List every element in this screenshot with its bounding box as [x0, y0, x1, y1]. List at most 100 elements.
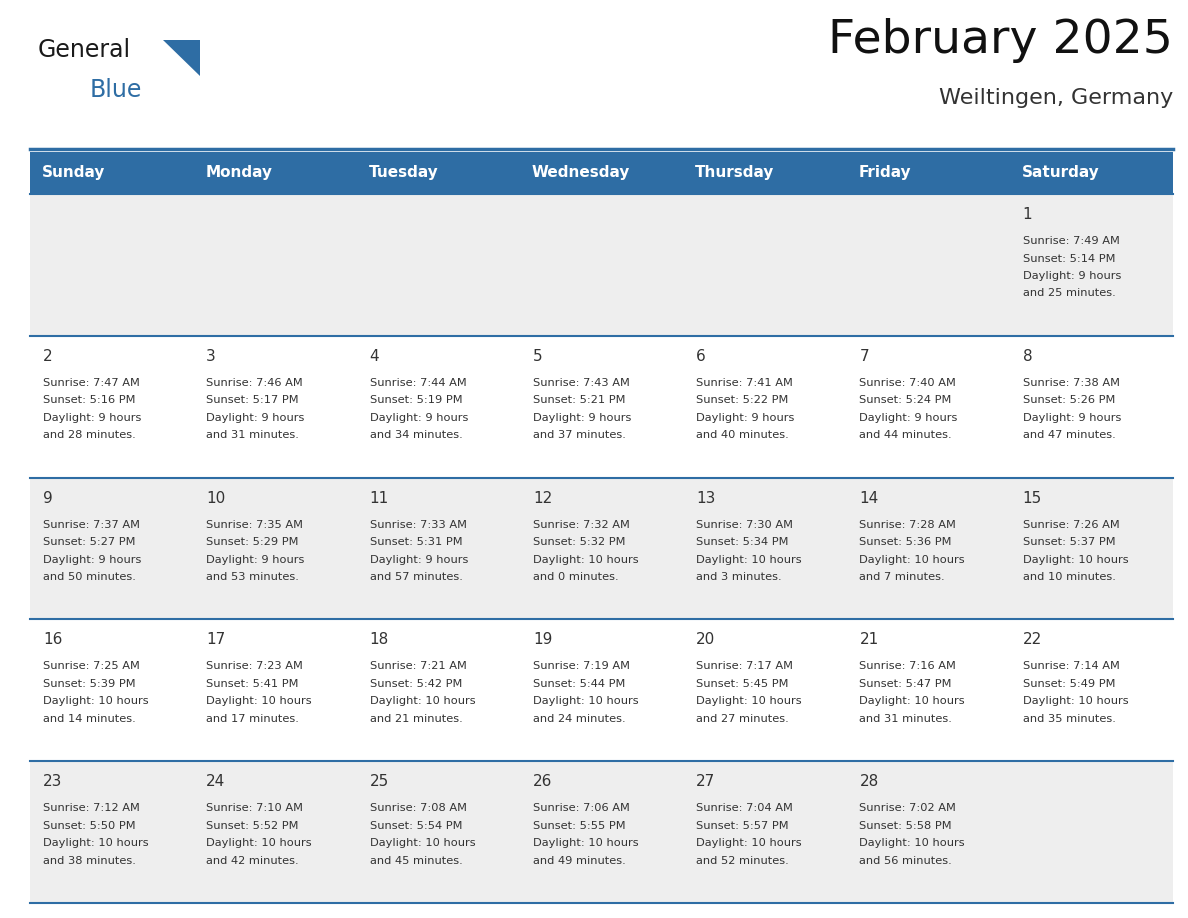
Text: Sunrise: 7:02 AM: Sunrise: 7:02 AM: [859, 803, 956, 813]
Text: Sunset: 5:49 PM: Sunset: 5:49 PM: [1023, 679, 1116, 688]
Text: Daylight: 10 hours: Daylight: 10 hours: [533, 554, 638, 565]
Text: 5: 5: [533, 349, 543, 364]
Text: Sunrise: 7:37 AM: Sunrise: 7:37 AM: [43, 520, 140, 530]
Text: Sunset: 5:14 PM: Sunset: 5:14 PM: [1023, 253, 1116, 263]
Text: and 49 minutes.: and 49 minutes.: [533, 856, 626, 866]
Text: Sunrise: 7:04 AM: Sunrise: 7:04 AM: [696, 803, 794, 813]
Text: Daylight: 10 hours: Daylight: 10 hours: [1023, 554, 1129, 565]
Text: Sunset: 5:50 PM: Sunset: 5:50 PM: [43, 821, 135, 831]
Text: Sunrise: 7:49 AM: Sunrise: 7:49 AM: [1023, 236, 1119, 246]
Text: Daylight: 9 hours: Daylight: 9 hours: [207, 554, 304, 565]
Text: February 2025: February 2025: [828, 18, 1173, 63]
Text: Sunrise: 7:38 AM: Sunrise: 7:38 AM: [1023, 378, 1120, 387]
Text: Sunset: 5:31 PM: Sunset: 5:31 PM: [369, 537, 462, 547]
Text: and 21 minutes.: and 21 minutes.: [369, 714, 462, 724]
Text: 8: 8: [1023, 349, 1032, 364]
Text: Daylight: 9 hours: Daylight: 9 hours: [859, 413, 958, 423]
Text: Daylight: 10 hours: Daylight: 10 hours: [696, 554, 802, 565]
Text: Friday: Friday: [859, 165, 911, 181]
Bar: [30, 194, 1173, 336]
Text: 22: 22: [1023, 633, 1042, 647]
Text: and 24 minutes.: and 24 minutes.: [533, 714, 626, 724]
Text: Sunrise: 7:46 AM: Sunrise: 7:46 AM: [207, 378, 303, 387]
Text: Sunset: 5:44 PM: Sunset: 5:44 PM: [533, 679, 625, 688]
Text: 23: 23: [43, 774, 63, 789]
Text: Thursday: Thursday: [695, 165, 775, 181]
Text: Weiltingen, Germany: Weiltingen, Germany: [939, 88, 1173, 108]
Text: 10: 10: [207, 490, 226, 506]
Text: Sunset: 5:21 PM: Sunset: 5:21 PM: [533, 396, 625, 406]
Text: Sunset: 5:17 PM: Sunset: 5:17 PM: [207, 396, 299, 406]
Text: Sunrise: 7:25 AM: Sunrise: 7:25 AM: [43, 661, 140, 671]
Text: Sunset: 5:32 PM: Sunset: 5:32 PM: [533, 537, 625, 547]
Text: Daylight: 10 hours: Daylight: 10 hours: [207, 838, 312, 848]
Text: Sunrise: 7:23 AM: Sunrise: 7:23 AM: [207, 661, 303, 671]
Text: Sunset: 5:36 PM: Sunset: 5:36 PM: [859, 537, 952, 547]
Text: General: General: [38, 38, 131, 62]
Text: Sunset: 5:54 PM: Sunset: 5:54 PM: [369, 821, 462, 831]
Text: Wednesday: Wednesday: [532, 165, 630, 181]
Text: Sunset: 5:24 PM: Sunset: 5:24 PM: [859, 396, 952, 406]
Text: Blue: Blue: [90, 78, 143, 102]
Bar: [30, 477, 1173, 620]
Text: Saturday: Saturday: [1022, 165, 1099, 181]
Text: Daylight: 10 hours: Daylight: 10 hours: [533, 838, 638, 848]
Text: 7: 7: [859, 349, 870, 364]
Text: Sunrise: 7:16 AM: Sunrise: 7:16 AM: [859, 661, 956, 671]
Bar: [30, 336, 1173, 477]
Text: Sunset: 5:58 PM: Sunset: 5:58 PM: [859, 821, 952, 831]
Text: and 44 minutes.: and 44 minutes.: [859, 431, 952, 441]
Text: and 28 minutes.: and 28 minutes.: [43, 431, 135, 441]
Text: 20: 20: [696, 633, 715, 647]
Text: and 35 minutes.: and 35 minutes.: [1023, 714, 1116, 724]
Text: Daylight: 9 hours: Daylight: 9 hours: [369, 413, 468, 423]
Text: Sunrise: 7:41 AM: Sunrise: 7:41 AM: [696, 378, 794, 387]
Text: and 31 minutes.: and 31 minutes.: [859, 714, 953, 724]
Text: and 37 minutes.: and 37 minutes.: [533, 431, 626, 441]
Text: and 56 minutes.: and 56 minutes.: [859, 856, 952, 866]
Text: Sunrise: 7:28 AM: Sunrise: 7:28 AM: [859, 520, 956, 530]
Text: Daylight: 10 hours: Daylight: 10 hours: [369, 697, 475, 706]
Text: Daylight: 10 hours: Daylight: 10 hours: [43, 838, 148, 848]
Text: 16: 16: [43, 633, 63, 647]
Text: Sunrise: 7:12 AM: Sunrise: 7:12 AM: [43, 803, 140, 813]
Bar: [30, 152, 1173, 194]
Text: Sunrise: 7:14 AM: Sunrise: 7:14 AM: [1023, 661, 1119, 671]
Text: Daylight: 9 hours: Daylight: 9 hours: [1023, 413, 1121, 423]
Text: and 27 minutes.: and 27 minutes.: [696, 714, 789, 724]
Text: Daylight: 10 hours: Daylight: 10 hours: [696, 838, 802, 848]
Text: Sunrise: 7:30 AM: Sunrise: 7:30 AM: [696, 520, 794, 530]
Text: Tuesday: Tuesday: [368, 165, 438, 181]
Text: Sunset: 5:57 PM: Sunset: 5:57 PM: [696, 821, 789, 831]
Text: Sunset: 5:45 PM: Sunset: 5:45 PM: [696, 679, 789, 688]
Text: Daylight: 9 hours: Daylight: 9 hours: [43, 413, 141, 423]
Text: 3: 3: [207, 349, 216, 364]
Text: 28: 28: [859, 774, 879, 789]
Text: Sunset: 5:27 PM: Sunset: 5:27 PM: [43, 537, 135, 547]
Text: and 52 minutes.: and 52 minutes.: [696, 856, 789, 866]
Text: and 45 minutes.: and 45 minutes.: [369, 856, 462, 866]
Text: 6: 6: [696, 349, 706, 364]
Text: Sunset: 5:55 PM: Sunset: 5:55 PM: [533, 821, 626, 831]
Text: Sunset: 5:47 PM: Sunset: 5:47 PM: [859, 679, 952, 688]
Text: Daylight: 10 hours: Daylight: 10 hours: [859, 554, 965, 565]
Text: and 10 minutes.: and 10 minutes.: [1023, 572, 1116, 582]
Text: Sunrise: 7:26 AM: Sunrise: 7:26 AM: [1023, 520, 1119, 530]
Text: Sunrise: 7:19 AM: Sunrise: 7:19 AM: [533, 661, 630, 671]
Text: 18: 18: [369, 633, 388, 647]
Text: Daylight: 10 hours: Daylight: 10 hours: [207, 697, 312, 706]
Text: Daylight: 9 hours: Daylight: 9 hours: [43, 554, 141, 565]
Text: Sunset: 5:34 PM: Sunset: 5:34 PM: [696, 537, 789, 547]
Text: 1: 1: [1023, 207, 1032, 222]
Text: and 31 minutes.: and 31 minutes.: [207, 431, 299, 441]
Text: 4: 4: [369, 349, 379, 364]
Text: Monday: Monday: [206, 165, 272, 181]
Text: Sunrise: 7:40 AM: Sunrise: 7:40 AM: [859, 378, 956, 387]
Text: 15: 15: [1023, 490, 1042, 506]
Text: Sunrise: 7:47 AM: Sunrise: 7:47 AM: [43, 378, 140, 387]
Text: Sunset: 5:29 PM: Sunset: 5:29 PM: [207, 537, 299, 547]
Text: Daylight: 10 hours: Daylight: 10 hours: [859, 697, 965, 706]
Text: and 34 minutes.: and 34 minutes.: [369, 431, 462, 441]
Text: Sunset: 5:37 PM: Sunset: 5:37 PM: [1023, 537, 1116, 547]
Text: and 7 minutes.: and 7 minutes.: [859, 572, 944, 582]
